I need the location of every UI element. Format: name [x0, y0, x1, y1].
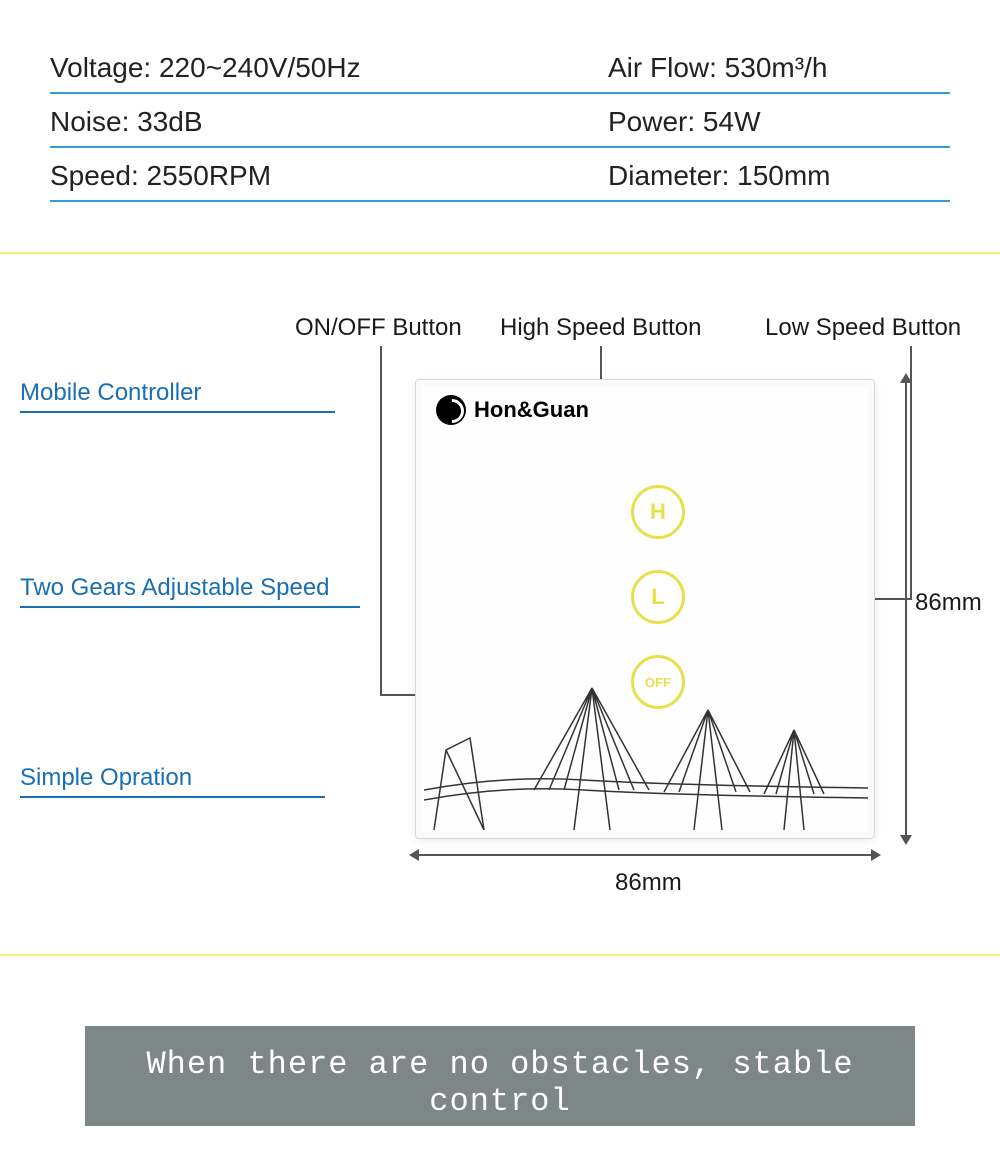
- controller-diagram: ON/OFF Button High Speed Button Low Spee…: [0, 254, 1000, 954]
- spec-airflow: Air Flow: 530m³/h: [608, 52, 950, 84]
- label-simple-operation: Simple Opration: [20, 764, 325, 798]
- label-high-speed-button: High Speed Button: [500, 314, 701, 342]
- arrowhead-icon: [900, 835, 912, 845]
- leader-line: [380, 346, 382, 696]
- dimension-line-height: [905, 379, 907, 839]
- bottom-banner: When there are no obstacles, stable cont…: [85, 1026, 915, 1126]
- button-off-label: OFF: [645, 675, 671, 690]
- section-divider: [0, 954, 1000, 956]
- spec-voltage: Voltage: 220~240V/50Hz: [50, 52, 608, 84]
- button-onoff[interactable]: OFF: [631, 655, 685, 709]
- specs-row: Noise: 33dB Power: 54W: [50, 94, 950, 148]
- label-onoff-button: ON/OFF Button: [295, 314, 462, 342]
- label-mobile-controller: Mobile Controller: [20, 379, 335, 413]
- specs-row: Voltage: 220~240V/50Hz Air Flow: 530m³/h: [50, 40, 950, 94]
- arrowhead-icon: [871, 849, 881, 861]
- button-low-label: L: [651, 584, 664, 610]
- button-low-speed[interactable]: L: [631, 570, 685, 624]
- label-two-gears: Two Gears Adjustable Speed: [20, 574, 360, 608]
- banner-text: When there are no obstacles, stable cont…: [146, 1046, 853, 1120]
- label-low-speed-button: Low Speed Button: [765, 314, 961, 342]
- controller-panel: Hon&Guan H L OFF: [415, 379, 875, 839]
- button-high-speed[interactable]: H: [631, 485, 685, 539]
- spec-noise: Noise: 33dB: [50, 106, 608, 138]
- specs-row: Speed: 2550RPM Diameter: 150mm: [50, 148, 950, 202]
- dimension-width-label: 86mm: [615, 869, 682, 897]
- dimension-height-label: 86mm: [915, 589, 982, 617]
- spec-speed: Speed: 2550RPM: [50, 160, 608, 192]
- arrowhead-icon: [900, 373, 912, 383]
- leader-line: [910, 346, 912, 600]
- arrowhead-icon: [409, 849, 419, 861]
- brand: Hon&Guan: [436, 395, 589, 425]
- specs-table: Voltage: 220~240V/50Hz Air Flow: 530m³/h…: [0, 0, 1000, 252]
- dimension-line-width: [415, 854, 875, 856]
- button-high-label: H: [650, 499, 666, 525]
- spec-power: Power: 54W: [608, 106, 950, 138]
- brand-logo-icon: [436, 395, 466, 425]
- spec-diameter: Diameter: 150mm: [608, 160, 950, 192]
- brand-text: Hon&Guan: [474, 397, 589, 423]
